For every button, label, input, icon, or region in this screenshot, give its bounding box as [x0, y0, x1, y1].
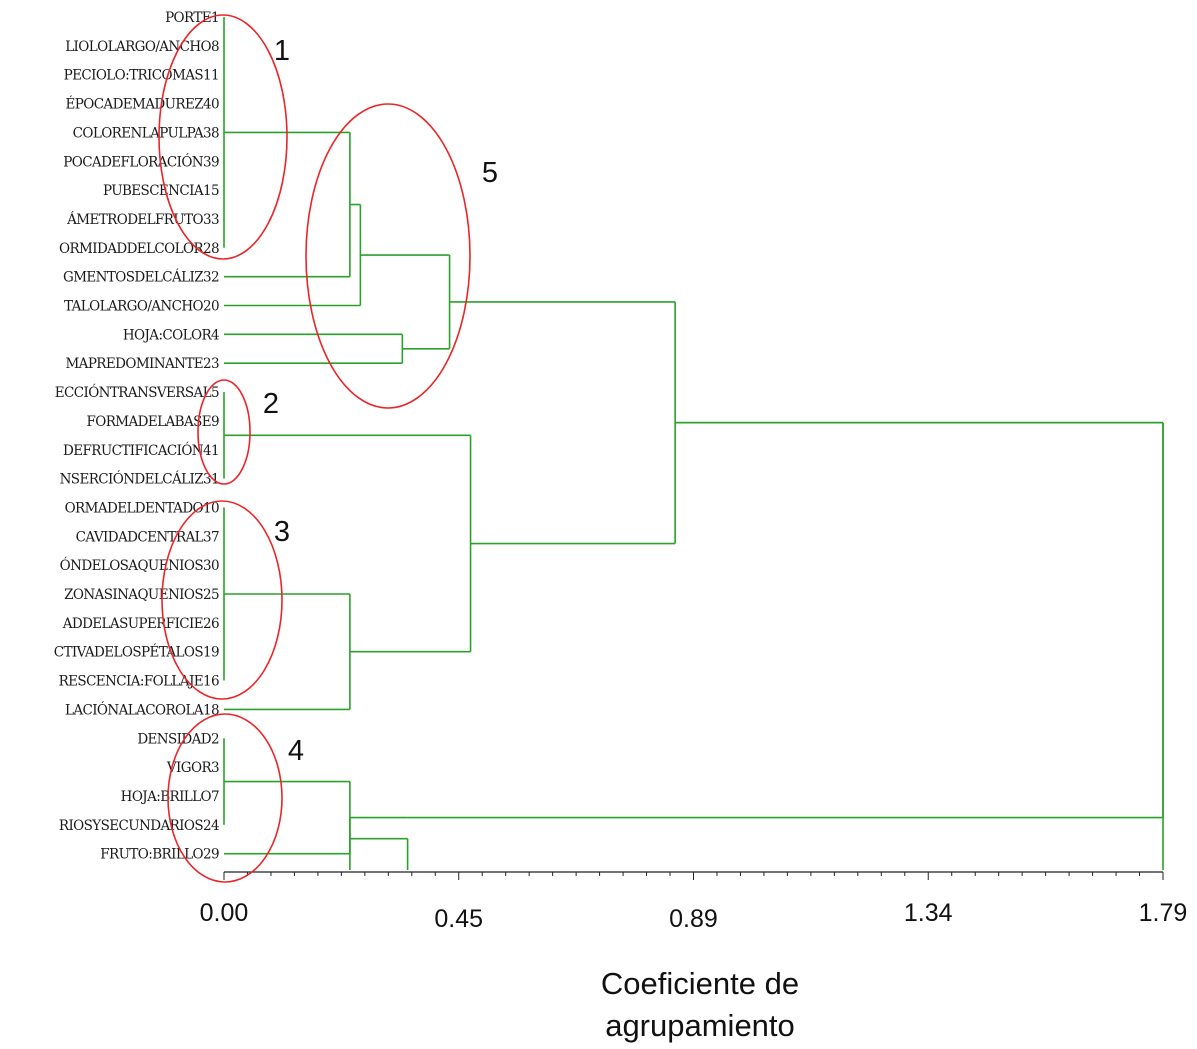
- dendrogram-links: [223, 17, 1164, 870]
- leaf-label: ÁMETRODELFRUTO33: [66, 212, 219, 228]
- leaf-label: FRUTO:BRILLO29: [100, 847, 219, 863]
- cluster-ellipse: [305, 103, 471, 409]
- leaf-label: CTIVADELOSPÉTALOS19: [54, 645, 219, 661]
- leaf-label: ORMADELDENTADO10: [65, 500, 219, 516]
- leaf-label: PORTE1: [165, 10, 219, 26]
- leaf-label: ZONASINAQUENIOS25: [64, 587, 219, 603]
- x-axis-title-line2: agrupamiento: [605, 1008, 795, 1043]
- cluster-label: 3: [274, 516, 290, 548]
- leaf-label: COLORENLAPULPA38: [73, 125, 219, 141]
- cluster-ellipse: [197, 379, 251, 485]
- leaf-label: DEFRUCTIFICACIÓN41: [63, 442, 219, 459]
- leaf-label: LIOLOLARGO/ANCHO8: [65, 39, 219, 55]
- x-axis: 0.00 0.45 0.89 1.34 1.79: [200, 871, 1188, 933]
- x-axis-tick-label: 1.34: [904, 899, 953, 927]
- leaf-label: VIGOR3: [166, 760, 219, 776]
- leaf-label: ADDELASUPERFICIE26: [62, 616, 219, 632]
- cluster-label: 4: [288, 735, 304, 767]
- cluster-label: 5: [482, 157, 498, 189]
- leaf-label: ÓNDELOSAQUENIOS30: [60, 557, 219, 574]
- cluster-label: 1: [274, 35, 290, 67]
- cluster-ellipse: [167, 713, 283, 883]
- leaf-label: MAPREDOMINANTE23: [65, 356, 219, 372]
- cluster-ellipses: 1 2 3 4 5: [158, 14, 498, 883]
- x-axis-title-line1: Coeficiente de: [601, 966, 799, 1001]
- leaf-label: POCADEFLORACIÓN39: [63, 153, 219, 170]
- leaf-label: LACIÓNALACOROLA18: [65, 701, 219, 718]
- leaf-label: TALOLARGO/ANCHO20: [64, 299, 219, 315]
- x-axis-tick-label: 1.79: [1139, 899, 1188, 927]
- leaf-labels: PORTE1 LIOLOLARGO/ANCHO8 PECIOLO:TRICOMAS1…: [54, 10, 220, 863]
- x-axis-tick-label: 0.45: [434, 905, 483, 933]
- leaf-label: PECIOLO:TRICOMAS11: [64, 68, 219, 84]
- cluster-ellipse: [158, 14, 288, 260]
- leaf-label: NSERCIÓNDELCÁLIZ31: [60, 471, 219, 488]
- cluster-label: 2: [263, 388, 279, 420]
- leaf-label: ÉPOCADEMADUREZ40: [65, 97, 219, 113]
- leaf-label: ORMIDADDELCOLOR28: [59, 241, 219, 257]
- leaf-label: RESCENCIA:FOLLAJE16: [59, 674, 219, 690]
- leaf-label: DENSIDAD2: [137, 731, 219, 747]
- leaf-label: FORMADELABASE9: [86, 414, 219, 430]
- leaf-label: GMENTOSDELCÁLIZ32: [63, 270, 219, 286]
- cluster-ellipse: [161, 500, 283, 700]
- leaf-label: ECCIÓNTRANSVERSAL5: [55, 384, 219, 401]
- leaf-label: RIOSYSECUNDARIOS24: [59, 818, 219, 834]
- leaf-label: CAVIDADCENTRAL37: [76, 529, 219, 545]
- leaf-label: PUBESCENCIA15: [103, 183, 219, 199]
- leaf-label: HOJA:BRILLO7: [121, 789, 219, 805]
- x-axis-tick-label: 0.89: [669, 905, 718, 933]
- x-axis-tick-label: 0.00: [200, 899, 249, 927]
- leaf-label: HOJA:COLOR4: [123, 327, 219, 343]
